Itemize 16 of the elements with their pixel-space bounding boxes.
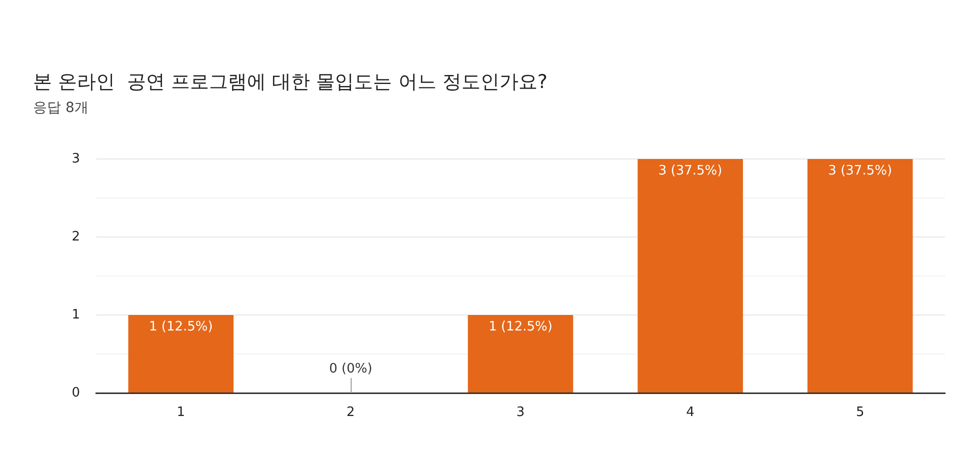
data-label: 0 (0%): [329, 361, 372, 376]
x-tick-label: 5: [856, 405, 864, 420]
x-tick-label: 3: [516, 405, 525, 420]
data-label: 3 (37.5%): [658, 163, 722, 178]
y-tick-label: 1: [72, 307, 80, 322]
chart-title: 본 온라인 공연 프로그램에 대한 몰입도는 어느 정도인가요?: [33, 70, 548, 94]
data-label: 1 (12.5%): [148, 319, 213, 334]
y-tick-label: 3: [72, 151, 80, 166]
y-tick-label: 2: [72, 229, 80, 244]
x-tick-label: 1: [176, 405, 186, 420]
y-tick-label: 0: [72, 385, 80, 400]
x-tick-label: 2: [346, 405, 355, 420]
data-label: 3 (37.5%): [828, 163, 892, 178]
data-label: 1 (12.5%): [488, 319, 552, 334]
x-tick-label: 4: [686, 405, 694, 420]
chart-subtitle: 응답 8개: [33, 99, 88, 117]
